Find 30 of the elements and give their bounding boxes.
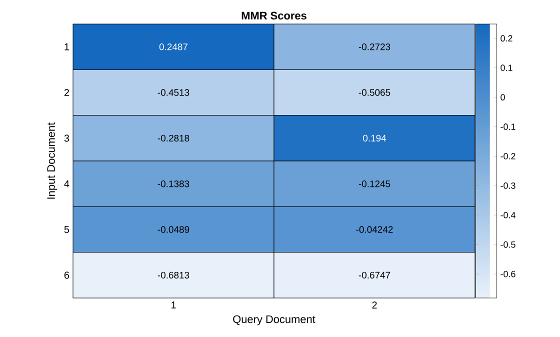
data-label: -0.6813 [158,272,190,279]
y-tick-label: 2 [64,89,69,96]
color-bar-label: 0 [500,94,505,100]
data-label: -0.04242 [356,226,393,233]
data-label: 0.194 [363,134,386,142]
color-bar-label: 0.2 [500,35,512,42]
data-label: -0.4513 [158,89,190,96]
chart-title: MMR Scores [242,12,306,20]
color-bar-label: -0.2 [500,153,516,160]
y-tick-label: 6 [64,272,70,279]
y-axis-title: Input Document [47,122,58,199]
data-label: -0.5065 [358,89,390,96]
data-label: 0.2487 [159,43,188,50]
data-label: -0.1383 [158,180,190,188]
color-bar-label: -0.5 [500,241,516,248]
y-tick-label: 5 [64,226,70,233]
color-bar-label: 0.1 [500,64,512,71]
data-label: -0.2818 [158,134,190,142]
y-tick-label: 4 [64,180,70,188]
color-bar-label: -0.6 [500,270,516,278]
data-label: -0.6747 [358,272,390,279]
data-label: -0.0489 [158,226,190,233]
x-axis-title: Query Document [233,315,316,326]
color-bar-label: -0.3 [500,182,516,189]
color-bar-label: -0.4 [500,212,516,218]
color-bar-label: -0.1 [500,124,516,130]
data-label: -0.2723 [358,43,390,50]
y-tick-label: 3 [64,134,70,142]
y-tick-label: 1 [64,43,69,50]
data-label: -0.1245 [358,180,390,188]
